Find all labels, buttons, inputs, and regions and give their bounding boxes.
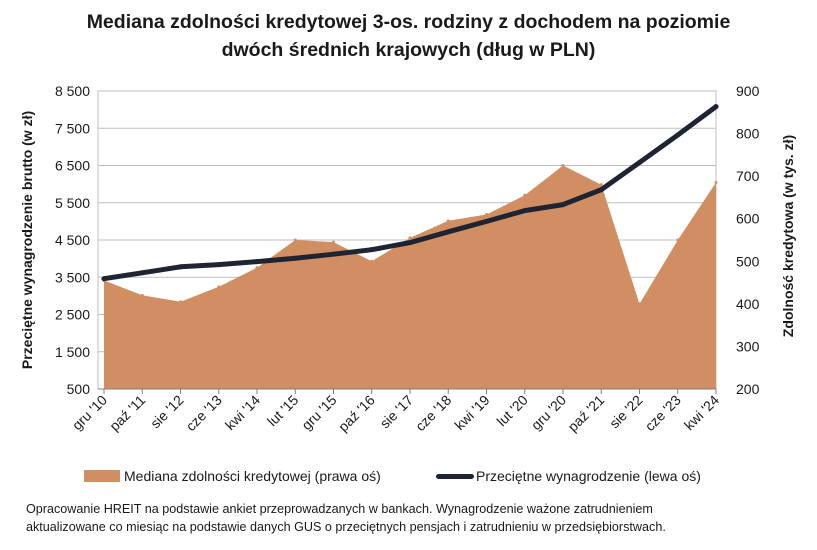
y-axis-left-label: Przeciętne wynagrodzenie brutto (w zł) (19, 111, 35, 369)
y-left-tick-label: 6 500 (55, 158, 90, 174)
footnote-line-2: aktualizowane co miesiąc na podstawie da… (26, 520, 666, 534)
legend-item-capacity: Mediana zdolności kredytowej (prawa oś) (84, 468, 381, 484)
y-right-tick-label: 500 (736, 253, 760, 269)
x-tick-label: cze '13 (183, 392, 226, 435)
x-tick-label: paź '16 (335, 392, 378, 435)
wage-point (139, 270, 145, 276)
x-tick-label: sie '12 (147, 392, 187, 432)
x-tick-label: gru '20 (528, 392, 569, 433)
wage-point (637, 160, 642, 166)
wage-point (560, 202, 566, 208)
capacity-point (217, 285, 221, 289)
wage-point (713, 104, 719, 110)
x-tick-label: kwi '24 (681, 392, 722, 433)
y-axis-right-label: Zdolność kredytowa (w tys. zł) (780, 135, 796, 337)
wage-point (484, 218, 489, 224)
capacity-area-series (102, 164, 718, 389)
wage-point (675, 132, 681, 138)
capacity-point (638, 302, 641, 306)
y-right-tick-label: 600 (736, 211, 760, 227)
y-left-tick-label: 4 500 (55, 232, 90, 248)
x-tick-label: gru '10 (69, 392, 110, 433)
legend-label-wage: Przeciętne wynagrodzenie (lewa oś) (476, 468, 701, 484)
x-tick-label: cze '23 (642, 392, 685, 435)
chart-canvas: 8 500 7 500 6 500 5 500 4 500 3 500 2 500 1 500… (19, 83, 796, 435)
y-left-tick-label: 1 500 (55, 344, 90, 360)
wage-point (522, 208, 528, 214)
x-tick-label: gru '15 (298, 392, 339, 433)
x-tick-label: paź '11 (106, 392, 148, 434)
capacity-point (140, 293, 144, 297)
x-tick-label: cze '18 (412, 392, 455, 435)
y-left-tick-label: 3 500 (55, 269, 90, 285)
legend-item-wage: Przeciętne wynagrodzenie (lewa oś) (436, 468, 701, 484)
capacity-area (104, 165, 716, 389)
x-tick-label: paź '21 (564, 392, 607, 435)
capacity-point (255, 266, 259, 270)
legend-swatch-line (436, 473, 474, 479)
capacity-point (523, 193, 527, 197)
capacity-point (561, 164, 565, 167)
y-left-tick-label: 5 500 (55, 195, 90, 211)
chart-title: Mediana zdolności kredytowej 3-os. rodzi… (0, 8, 817, 64)
y-left-tick-label: 2 500 (55, 307, 90, 323)
wage-point (445, 229, 451, 235)
y-left-tick-label: 7 500 (55, 120, 90, 136)
footnote-line-1: Opracowanie HREIT na podstawie ankiet pr… (26, 502, 653, 516)
capacity-point (676, 238, 680, 242)
capacity-point (370, 259, 374, 263)
capacity-point (179, 300, 182, 304)
legend-swatch-area (84, 470, 120, 482)
capacity-point (408, 236, 412, 240)
wage-line-series (101, 104, 719, 282)
wage-point (178, 264, 183, 270)
y-right-tick-label: 700 (736, 168, 760, 184)
x-tick-label: sie '17 (377, 392, 417, 432)
capacity-point (293, 238, 297, 242)
x-tick-label: sie '22 (606, 392, 646, 432)
y-left-tick-label: 8 500 (55, 83, 90, 99)
chart-title-line-1: Mediana zdolności kredytowej 3-os. rodzi… (86, 11, 731, 33)
wage-point (407, 240, 413, 246)
wage-point (598, 187, 604, 193)
y-right-tick-label: 200 (736, 381, 760, 397)
capacity-point (446, 219, 450, 223)
chart-title-line-2: dwóch średnich krajowych (dług w PLN) (221, 39, 596, 61)
x-tick-label: lut '20 (493, 392, 531, 430)
x-tick-label: lut '15 (264, 392, 302, 430)
wage-point (369, 247, 375, 253)
wage-point (254, 259, 260, 265)
capacity-point (332, 240, 335, 244)
y-right-tick-label: 300 (736, 338, 760, 354)
wage-point (331, 251, 336, 257)
wage-point (101, 276, 107, 282)
wage-point (292, 255, 298, 261)
capacity-point (485, 212, 488, 216)
y-right-tick-label: 400 (736, 296, 760, 312)
y-right-tick-label: 800 (736, 126, 760, 142)
footnote: Opracowanie HREIT na podstawie ankiet pr… (26, 500, 806, 536)
wage-point (216, 262, 222, 268)
y-right-tick-label: 900 (736, 83, 760, 99)
capacity-point (714, 181, 718, 185)
legend-label-capacity: Mediana zdolności kredytowej (prawa oś) (124, 468, 381, 484)
y-left-tick-label: 500 (67, 381, 91, 397)
x-tick-label: kwi '14 (222, 392, 263, 433)
x-tick-label: kwi '19 (451, 392, 492, 433)
capacity-point (599, 183, 603, 187)
